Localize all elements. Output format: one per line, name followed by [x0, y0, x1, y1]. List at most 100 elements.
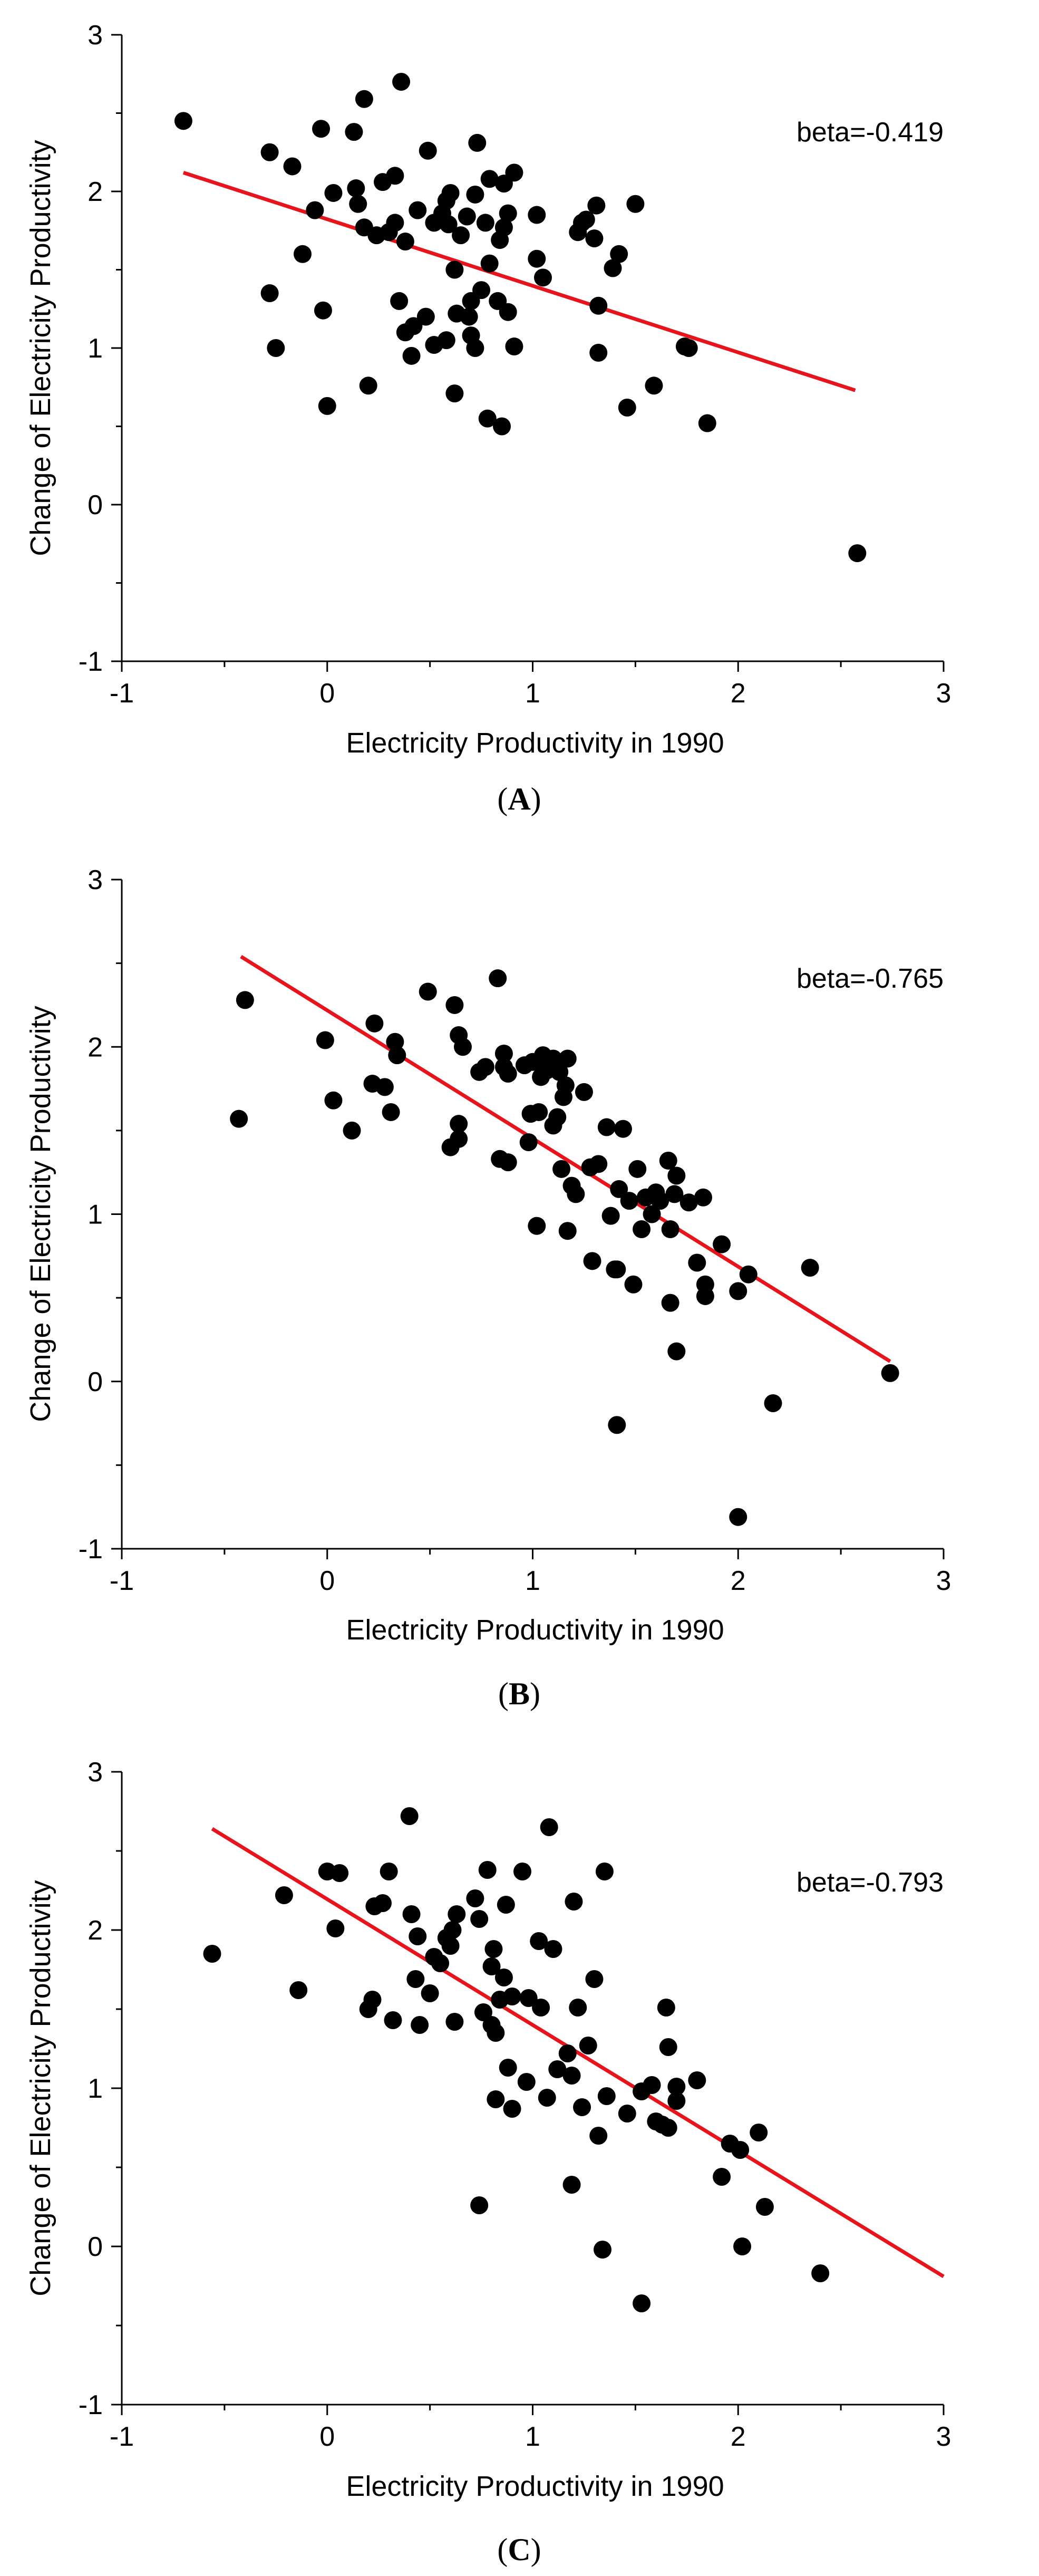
- data-point: [419, 141, 437, 160]
- y-tick-label: 2: [88, 1915, 103, 1946]
- data-point: [402, 1905, 421, 1923]
- data-point: [441, 1937, 460, 1955]
- data-point: [499, 303, 517, 321]
- data-point: [499, 1065, 517, 1083]
- data-point: [750, 2124, 768, 2141]
- y-tick-label: 0: [88, 490, 103, 520]
- data-point: [416, 307, 435, 326]
- panel-label: (A): [497, 782, 541, 816]
- y-tick-label: 2: [88, 177, 103, 207]
- data-point: [203, 1945, 221, 1963]
- data-point: [620, 1192, 638, 1210]
- data-point: [587, 196, 606, 215]
- data-point: [614, 1120, 632, 1138]
- data-point: [733, 2237, 752, 2255]
- data-point: [729, 1282, 747, 1300]
- data-point: [382, 1103, 400, 1121]
- data-point: [392, 73, 411, 91]
- regression-line: [240, 954, 891, 1363]
- data-point: [513, 1863, 532, 1880]
- data-point: [489, 969, 507, 988]
- data-point: [468, 133, 487, 152]
- data-point: [316, 1031, 334, 1049]
- data-point: [466, 185, 484, 204]
- data-point: [466, 1889, 484, 1907]
- data-point: [565, 1893, 583, 1911]
- data-point: [881, 1364, 899, 1382]
- data-point: [667, 2092, 686, 2110]
- data-point: [260, 284, 279, 303]
- data-point: [585, 1970, 604, 1988]
- data-point: [318, 397, 336, 415]
- y-tick-label: 1: [88, 333, 103, 364]
- data-point: [610, 1180, 628, 1198]
- data-point: [439, 215, 458, 234]
- data-point: [314, 301, 332, 320]
- data-point: [811, 2264, 830, 2282]
- data-point: [651, 1192, 669, 1210]
- fit-line-layer: [182, 171, 856, 392]
- data-point: [679, 1193, 698, 1212]
- data-point: [480, 254, 499, 273]
- data-point: [583, 1252, 601, 1270]
- data-point: [688, 1253, 706, 1272]
- data-point: [645, 377, 663, 395]
- data-point: [558, 1049, 577, 1068]
- data-point: [554, 1088, 572, 1106]
- data-point: [755, 2198, 774, 2216]
- data-point: [601, 1207, 620, 1225]
- data-point: [402, 346, 421, 365]
- data-point: [505, 337, 523, 356]
- data-point: [400, 1807, 419, 1825]
- data-point: [626, 195, 645, 213]
- data-point: [445, 384, 464, 403]
- beta-annotation: beta=-0.793: [797, 1867, 944, 1898]
- x-tick-label: 1: [525, 678, 540, 709]
- data-point: [624, 1275, 643, 1294]
- data-point: [577, 210, 595, 229]
- data-point: [538, 2089, 556, 2107]
- data-point: [460, 307, 478, 326]
- data-point: [283, 157, 302, 176]
- data-point: [306, 201, 324, 219]
- data-point: [764, 1394, 782, 1412]
- data-point: [532, 1999, 550, 2017]
- data-point: [487, 2024, 505, 2042]
- data-point: [505, 163, 523, 182]
- data-point: [519, 1989, 538, 2007]
- data-point: [349, 195, 367, 213]
- x-tick-label: 0: [319, 2421, 335, 2452]
- x-axis-title: Electricity Productivity in 1990: [346, 2471, 724, 2502]
- data-point: [289, 1981, 308, 1999]
- data-point: [608, 1260, 626, 1279]
- data-point: [373, 1894, 392, 1912]
- x-axis-ticks: -1 0 1 2 3: [110, 661, 951, 709]
- y-axis-title: Change of Electricity Productivity: [25, 140, 56, 556]
- data-point: [236, 991, 254, 1009]
- y-tick-label: 1: [88, 1200, 103, 1230]
- data-point: [633, 1220, 651, 1239]
- data-point: [275, 1886, 293, 1904]
- data-point: [696, 1275, 714, 1294]
- data-point: [544, 1049, 562, 1068]
- x-axis-ticks: -1 0 1 2 3: [110, 1549, 951, 1596]
- data-point: [739, 1265, 758, 1284]
- y-tick-label: -1: [79, 2390, 103, 2420]
- x-tick-label: 0: [319, 678, 335, 709]
- y-tick-label: 3: [88, 865, 103, 895]
- y-tick-label: 3: [88, 1757, 103, 1788]
- beta-annotation: beta=-0.419: [797, 117, 944, 148]
- y-axis-title: Change of Electricity Productivity: [25, 1880, 56, 2296]
- data-point: [589, 296, 608, 315]
- data-point: [482, 1957, 501, 1975]
- data-point: [698, 414, 716, 432]
- data-point: [661, 1294, 679, 1312]
- data-point: [679, 339, 698, 357]
- data-point: [326, 1919, 345, 1937]
- data-point: [478, 409, 497, 428]
- y-tick-label: 0: [88, 2232, 103, 2262]
- x-tick-label: 2: [731, 1566, 746, 1596]
- data-point: [388, 1046, 406, 1065]
- data-point: [404, 317, 423, 335]
- data-point: [550, 1063, 569, 1081]
